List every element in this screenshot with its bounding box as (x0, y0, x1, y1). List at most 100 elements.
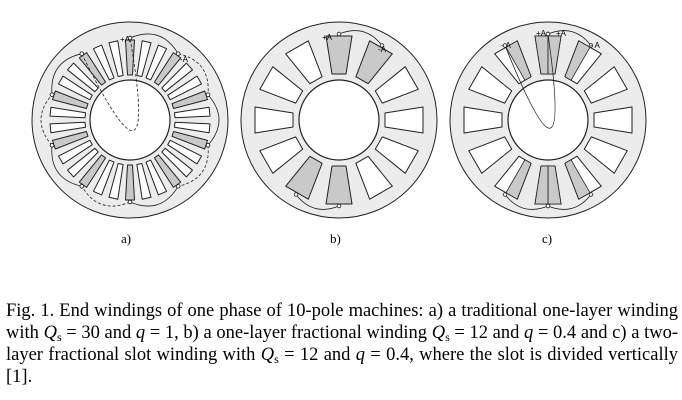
caption-text-7: = 0.4, where the slot is divided vertica… (6, 345, 678, 387)
a-slot (92, 44, 115, 81)
end-winding-arc (129, 33, 179, 54)
rotor-bore-c (507, 79, 589, 161)
end-windings-c (502, 30, 594, 210)
b-slot (355, 155, 393, 200)
a-slot (52, 131, 89, 150)
end-windings-b (293, 30, 385, 210)
end-winding-arc (207, 94, 220, 146)
a-slot (136, 163, 152, 200)
terminal-dot (502, 192, 508, 197)
a-slot (58, 75, 93, 101)
panel-label-b: b) (330, 231, 341, 246)
a-slot (52, 90, 89, 109)
a-slot (145, 44, 168, 81)
end-winding-arc (129, 186, 179, 207)
a-slot (49, 121, 86, 134)
figure-caption: Fig. 1. End windings of one phase of 10-… (6, 300, 678, 388)
a-slot (161, 62, 193, 93)
end-windings-a (40, 33, 220, 207)
sign-plus-a-c-right: +A (556, 29, 567, 38)
end-winding-arc (295, 194, 340, 210)
a-slot (174, 106, 211, 119)
sign-minus-a-b: -A (378, 45, 387, 54)
end-winding-arc (504, 194, 549, 210)
terminal-dot (336, 31, 342, 37)
c-slot (463, 106, 503, 134)
caption-qs-var-1: Q (43, 323, 57, 343)
b-slot (374, 66, 419, 104)
c-slot (583, 136, 628, 175)
end-winding-arc (40, 94, 53, 146)
terminal-dot (545, 203, 551, 209)
a-slot (167, 139, 202, 165)
b-slot (355, 40, 393, 85)
b-slot (325, 165, 353, 205)
a-slot (78, 154, 107, 188)
terminal-dot (49, 92, 55, 97)
caption-qs-sub-3: s (274, 352, 279, 366)
a-slot (153, 52, 182, 86)
b-slot (285, 155, 323, 200)
c-half-slot-filled (505, 40, 532, 81)
caption-prefix: Fig. 1. End windings of one phase of 10-… (6, 301, 678, 343)
caption-text-4: = 12 and (449, 323, 525, 343)
terminal-dot (336, 203, 342, 209)
caption-text-6: = 12 and (278, 345, 356, 365)
b-slot (374, 136, 419, 174)
end-winding-arc (178, 145, 209, 187)
c-half-slot-filled (534, 165, 549, 205)
caption-q-var-3: q (355, 345, 365, 365)
c-half-slot-filled (564, 159, 591, 200)
panel-c-stator: - A +A +A - A c) (449, 21, 647, 246)
a-slot (92, 159, 115, 196)
terminal-dot (175, 51, 181, 56)
rotor-bore-a (89, 79, 171, 161)
terminal-dot (588, 43, 594, 48)
a-slot (174, 121, 211, 134)
a-slot (67, 62, 99, 93)
a-slot (145, 159, 168, 196)
terminal-dot (127, 35, 133, 41)
sign-minus-a-a: -A (180, 55, 189, 64)
c-slot (468, 65, 513, 104)
terminal-dot (79, 51, 84, 56)
c-slot (583, 65, 628, 104)
terminal-dot (379, 43, 385, 48)
slots-a (49, 39, 211, 201)
end-winding-arc (178, 53, 209, 95)
terminal-dot (502, 43, 508, 48)
a-slot (67, 147, 99, 178)
a-slot (125, 39, 135, 76)
rotor-bore-b (298, 79, 380, 161)
end-winding-arc (81, 186, 131, 207)
end-winding-arc (338, 30, 383, 46)
end-winding-arc (51, 53, 82, 95)
a-slot (171, 90, 208, 109)
c-slot (593, 106, 633, 134)
a-slot (78, 52, 107, 86)
a-slot (171, 131, 208, 150)
end-winding-arc (547, 194, 592, 210)
caption-qs-sub-1: s (56, 330, 62, 344)
b-slot (384, 106, 424, 134)
sign-minus-a-c-left: - A (501, 41, 511, 50)
figure-drawing: +A -A a) +A -A b) - A +A +A - A c) (31, 21, 647, 246)
sign-plus-a-c-left: +A (536, 29, 547, 38)
sign-minus-a-c-right: - A (590, 41, 600, 50)
terminal-dot (127, 199, 133, 205)
terminal-dot (545, 31, 551, 37)
caption-qs-var-3: Q (260, 345, 275, 365)
terminal-dot (588, 192, 594, 197)
a-slot (49, 106, 86, 119)
b-slot (285, 40, 323, 85)
end-winding-arc (547, 30, 592, 46)
caption-text-5: = 0.4 and c) a two-layer fractional slot… (6, 323, 678, 365)
end-winding-arc (51, 145, 82, 187)
caption-qs-var-2: Q (431, 323, 446, 343)
a-slot (153, 154, 182, 188)
sign-plus-a-a: +A (120, 35, 131, 44)
a-slot (136, 40, 152, 77)
a-slot (161, 147, 193, 178)
a-slot (108, 163, 124, 200)
slots-c (463, 35, 633, 205)
